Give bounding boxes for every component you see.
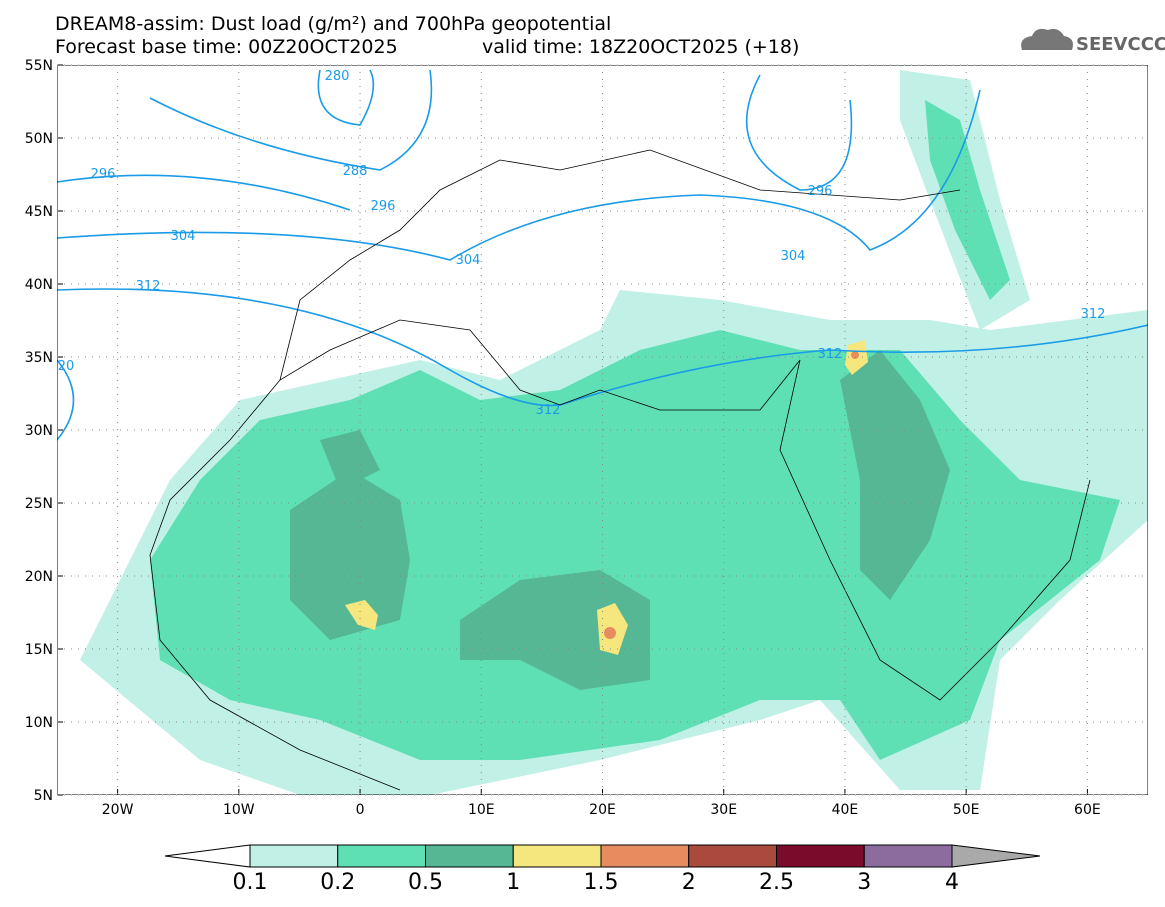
lon-label: 10W bbox=[223, 802, 255, 818]
contour-label: 296 bbox=[808, 184, 833, 199]
colorbar-over bbox=[951, 844, 1041, 868]
dust-dark bbox=[290, 470, 410, 640]
contour-label: 304 bbox=[171, 229, 196, 244]
colorbar-box bbox=[337, 844, 426, 868]
lon-label: 40E bbox=[832, 802, 859, 818]
lon-label: 50E bbox=[953, 802, 980, 818]
colorbar-box bbox=[776, 844, 865, 868]
colorbar-box bbox=[863, 844, 953, 868]
logo-text: SEEVCCC bbox=[1076, 34, 1165, 55]
contour-label: 296 bbox=[91, 167, 116, 182]
base-time: Forecast base time: 00Z20OCT2025 bbox=[55, 36, 398, 58]
colorbar-label: 0.5 bbox=[408, 870, 443, 895]
contour-label: 20 bbox=[58, 359, 75, 374]
lat-label: 30N bbox=[25, 423, 53, 439]
title: DREAM8-assim: Dust load (g/m²) and 700hP… bbox=[55, 13, 611, 35]
colorbar-label: 3 bbox=[857, 870, 871, 895]
map bbox=[57, 65, 1148, 795]
contour-label: 304 bbox=[456, 253, 481, 268]
contour-label: 312 bbox=[136, 279, 161, 294]
lon-label: 20E bbox=[589, 802, 616, 818]
lat-label: 5N bbox=[34, 788, 53, 804]
contour-label: 312 bbox=[536, 403, 561, 418]
contour-label: 312 bbox=[1081, 307, 1106, 322]
logo: SEEVCCC bbox=[1021, 28, 1165, 55]
dust-orange bbox=[851, 351, 859, 359]
colorbar-box bbox=[512, 844, 602, 868]
colorbar-label: 0.2 bbox=[320, 870, 355, 895]
contour-label: 280 bbox=[325, 69, 350, 84]
lon-label: 30E bbox=[710, 802, 737, 818]
colorbar-under bbox=[164, 844, 251, 868]
lon-label: 60E bbox=[1074, 802, 1101, 818]
colorbar-label: 0.1 bbox=[233, 870, 268, 895]
colorbar-label: 1 bbox=[506, 870, 520, 895]
lat-label: 35N bbox=[25, 350, 53, 366]
contour-label: 312 bbox=[818, 347, 843, 362]
dust-orange bbox=[604, 627, 616, 639]
lat-label: 10N bbox=[25, 715, 53, 731]
lon-label: 0 bbox=[356, 802, 365, 818]
colorbar-box bbox=[425, 844, 514, 868]
colorbar-label: 2 bbox=[682, 870, 696, 895]
lat-label: 45N bbox=[25, 204, 53, 220]
colorbar-label: 4 bbox=[945, 870, 959, 895]
lon-label: 20W bbox=[102, 802, 134, 818]
contour-label: 304 bbox=[781, 249, 806, 264]
dust-mid-north bbox=[925, 100, 1010, 300]
dust-dark bbox=[840, 350, 950, 600]
lat-label: 15N bbox=[25, 642, 53, 658]
contour-label: 288 bbox=[343, 164, 368, 179]
lat-label: 50N bbox=[25, 131, 53, 147]
lon-label: 10E bbox=[468, 802, 495, 818]
coastlines bbox=[149, 149, 1091, 791]
dust-dark bbox=[320, 430, 380, 490]
lat-label: 40N bbox=[25, 277, 53, 293]
valid-time: valid time: 18Z20OCT2025 (+18) bbox=[482, 36, 799, 58]
colorbar-label: 1.5 bbox=[584, 870, 619, 895]
colorbar-box bbox=[249, 844, 339, 868]
colorbar-box bbox=[600, 844, 690, 868]
colorbar-box bbox=[688, 844, 777, 868]
colorbar-label: 2.5 bbox=[759, 870, 794, 895]
lat-label: 20N bbox=[25, 569, 53, 585]
dust-yellow bbox=[345, 600, 378, 630]
contour-label: 296 bbox=[371, 199, 396, 214]
contours bbox=[57, 69, 1148, 441]
lat-label: 55N bbox=[25, 58, 53, 74]
lat-label: 25N bbox=[25, 496, 53, 512]
